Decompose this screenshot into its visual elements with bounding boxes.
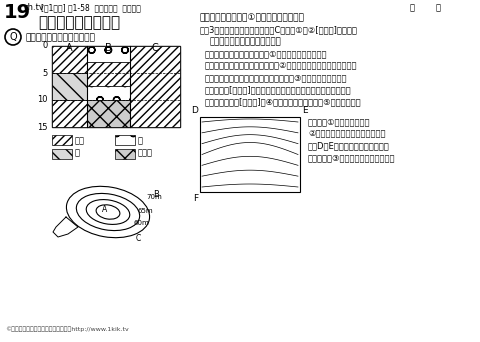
- Bar: [202, 179, 298, 189]
- Text: そういえば[凝灰岩]にうすい塩酸をかけたら、とけて気体が発生: そういえば[凝灰岩]にうすい塩酸をかけたら、とけて気体が発生: [205, 85, 352, 94]
- Bar: [115, 149, 135, 159]
- Text: B: B: [153, 190, 159, 199]
- Bar: [52, 100, 87, 127]
- Text: 理科（大地の歴史）: 理科（大地の歴史）: [38, 15, 120, 30]
- Text: E: E: [302, 106, 308, 115]
- Text: [中1理科] 中1-58  大地の歴史  プリント: [中1理科] 中1-58 大地の歴史 プリント: [41, 3, 141, 12]
- Text: したらしいから[凝灰岩]は④＿＿＿。そして気体は⑤＿＿＿＿＿。: したらしいから[凝灰岩]は④＿＿＿。そして気体は⑤＿＿＿＿＿。: [205, 97, 361, 106]
- Bar: [130, 46, 180, 127]
- Bar: [87, 100, 130, 127]
- Bar: [52, 46, 87, 73]
- Text: 海水の波に③＿＿されるからなんだ！: 海水の波に③＿＿されるからなんだ！: [308, 153, 396, 162]
- Bar: [202, 135, 298, 145]
- Text: 5: 5: [43, 68, 48, 78]
- Text: B: B: [105, 43, 111, 53]
- Text: F: F: [193, 194, 198, 203]
- Bar: [52, 73, 87, 100]
- Bar: [87, 46, 130, 62]
- Bar: [202, 157, 298, 167]
- Text: ch.tv: ch.tv: [24, 3, 45, 12]
- Text: 月        日: 月 日: [410, 3, 441, 12]
- Text: 火山灰: 火山灰: [138, 148, 153, 157]
- Text: 19: 19: [4, 3, 31, 22]
- Bar: [52, 149, 72, 159]
- Text: D: D: [191, 106, 198, 115]
- Text: Ⓕの層は①＿＿＿しながら: Ⓕの層は①＿＿＿しながら: [308, 117, 371, 126]
- Bar: [87, 62, 130, 86]
- Bar: [52, 46, 180, 127]
- Text: C: C: [136, 234, 141, 243]
- Text: A: A: [102, 206, 108, 214]
- Bar: [200, 117, 300, 192]
- Text: A: A: [66, 43, 72, 53]
- Bar: [115, 135, 135, 145]
- Text: それに、少なくとも火山の噴火が②＿＿回あったことも分かるね。: それに、少なくとも火山の噴火が②＿＿回あったことも分かるね。: [205, 61, 358, 70]
- Text: でもD－Eで切れたようになるのは: でもD－Eで切れたようになるのは: [308, 141, 390, 150]
- Text: この調査から色々分かるんだ！: この調査から色々分かるんだ！: [210, 37, 282, 46]
- Text: Q: Q: [9, 32, 17, 42]
- Text: ②＿＿して海面上にあらわれる。: ②＿＿して海面上にあらわれる。: [308, 129, 385, 138]
- Bar: [52, 135, 72, 145]
- Text: この3地点の地層が水平のとき、C地点の①は②[左図に]になる。: この3地点の地層が水平のとき、C地点の①は②[左図に]になる。: [200, 25, 358, 34]
- Text: C: C: [152, 43, 158, 53]
- Text: まず、この地域の海の深さは①＿＿＿＿＿＿＿＿＿。: まず、この地域の海の深さは①＿＿＿＿＿＿＿＿＿。: [205, 49, 327, 58]
- Text: ボーリング調査をしてみた！: ボーリング調査をしてみた！: [25, 33, 95, 42]
- Text: 泥: 泥: [75, 148, 80, 157]
- Text: ©第一「とある男が授業をしてみた」http://www.1kik.tv: ©第一「とある男が授業をしてみた」http://www.1kik.tv: [5, 326, 129, 332]
- Bar: [87, 86, 130, 100]
- Text: 15: 15: [37, 122, 48, 132]
- Text: 60m: 60m: [134, 220, 150, 226]
- Text: ぬき: ぬき: [75, 136, 85, 145]
- Text: 砂: 砂: [138, 136, 143, 145]
- Text: 10: 10: [37, 95, 48, 105]
- Text: Ⓐ～Ⓒのような図を①＿＿＿＿＿という！: Ⓐ～Ⓒのような図を①＿＿＿＿＿という！: [200, 13, 305, 22]
- Text: ちなみに、火山灰が堆積してできたのが③＿＿＿＿＿だよね！: ちなみに、火山灰が堆積してできたのが③＿＿＿＿＿だよね！: [205, 73, 348, 82]
- Text: 65m: 65m: [138, 208, 154, 214]
- Text: 70m: 70m: [146, 194, 162, 200]
- Text: 0: 0: [43, 41, 48, 51]
